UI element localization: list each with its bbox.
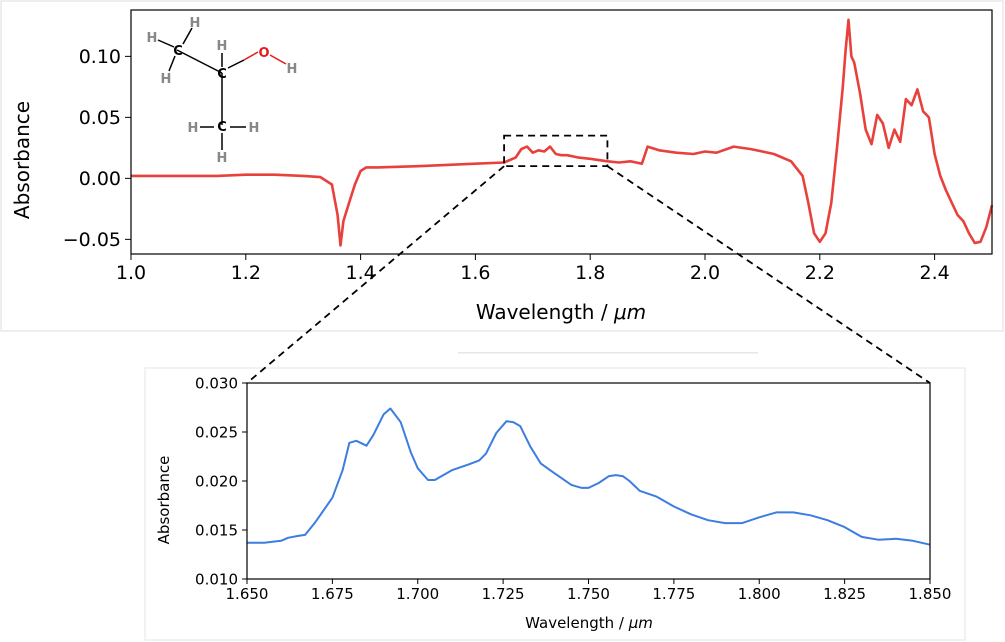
x-tick-label: 1.8 [575,262,605,284]
main-spectrum-chart: 1.0 1.2 1.4 1.6 1.8 2.0 2.2 2.4 −0.05 0.00 0.05 0.… [10,9,994,324]
zoom-connector-left [246,165,505,384]
top-figure-frame [0,0,1004,332]
x-tick-label: 1.0 [116,262,146,284]
x-tick-label: 2.4 [919,262,949,284]
y-tick-label: 0.015 [195,521,238,539]
y-tick-label: 0.05 [79,107,121,129]
bottom-figure-frame [144,367,966,641]
y-tick-label: 0.025 [195,423,238,441]
hydrogen-atom: H [217,151,228,166]
zoom-region-box [503,134,609,168]
y-tick-label: 0.010 [195,570,238,588]
hydrogen-atom: H [147,31,158,46]
main-y-ticks: −0.05 0.00 0.05 0.10 [63,46,131,251]
x-tick-label: 1.650 [226,585,269,603]
zoomed-plot-area [246,382,931,580]
x-tick-label: 1.775 [652,585,695,603]
main-x-ticks: 1.0 1.2 1.4 1.6 1.8 2.0 2.2 2.4 [116,254,950,284]
zoomed-x-axis-title: Wavelength / μm [525,614,653,632]
y-tick-label: 0.10 [79,46,121,68]
oxygen-atom: O [258,46,269,61]
y-tick-label: 0.020 [195,472,238,490]
y-tick-label: 0.030 [195,374,238,392]
x-tick-label: 1.750 [567,585,610,603]
carbon-atom-2: C [217,67,227,82]
x-tick-label: 1.6 [460,262,490,284]
main-x-axis-title: Wavelength / μm [476,300,646,324]
main-plot-area [130,9,994,255]
hydrogen-atom: H [249,121,260,136]
y-tick-label: 0.00 [79,168,121,190]
carbon-atom-1: C [173,44,183,59]
hydrogen-atom: H [190,16,201,31]
spectrum-series-line [247,407,931,546]
hydrogen-atom: H [161,72,172,87]
plot-frame [246,382,931,580]
x-tick-label: 1.4 [345,262,375,284]
main-y-axis-title: Absorbance [10,101,34,219]
x-tick-label: 1.700 [396,585,439,603]
x-tick-label: 2.2 [805,262,835,284]
plot-frame [130,9,993,255]
hydrogen-atom: H [217,39,228,54]
spectrum-series-line [131,18,994,247]
x-tick-label: 1.675 [311,585,354,603]
x-tick-label: 1.725 [482,585,525,603]
x-tick-label: 1.2 [231,262,261,284]
x-tick-label: 1.800 [738,585,781,603]
x-tick-label: 1.850 [909,585,952,603]
zoomed-x-ticks: 1.650 1.675 1.700 1.725 1.750 1.775 1.800 1.825… [226,579,952,603]
x-tick-label: 2.0 [690,262,720,284]
zoomed-y-ticks: 0.010 0.015 0.020 0.025 0.030 [195,374,247,588]
carbon-atom-3: C [217,120,227,135]
zoom-indicator [246,134,931,384]
hydrogen-atom: H [287,62,298,77]
y-tick-label: −0.05 [63,229,121,251]
ethanol-structure: C C C O H H H H H H H H [147,16,298,166]
zoomed-y-axis-title: Absorbance [155,456,173,545]
hydrogen-atom: H [188,121,199,136]
bottom-figure-top-strip [458,352,758,354]
x-tick-label: 1.825 [823,585,866,603]
zoom-connector-right [606,165,931,384]
zoomed-spectrum-chart: 1.650 1.675 1.700 1.725 1.750 1.775 1.800 1.825… [155,374,951,632]
